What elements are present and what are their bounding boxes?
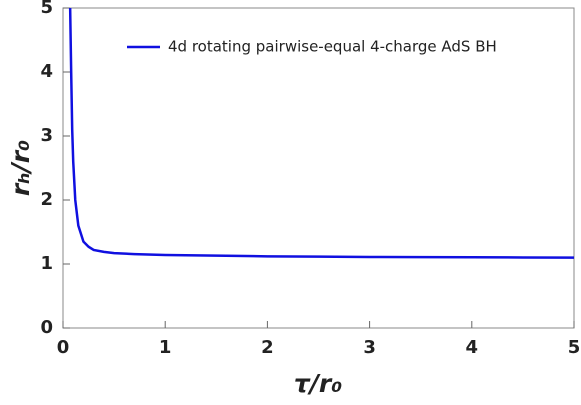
y-tick-label: 3 <box>40 125 53 146</box>
y-tick-label: 0 <box>40 317 53 338</box>
x-tick-label: 1 <box>159 337 172 358</box>
y-tick-label: 4 <box>40 61 53 82</box>
legend-label: 4d rotating pairwise-equal 4-charge AdS … <box>168 38 497 56</box>
x-axis-label: τ/r₀ <box>294 369 342 398</box>
x-tick-label: 4 <box>466 337 479 358</box>
x-tick-label: 3 <box>363 337 376 358</box>
x-tick-label: 2 <box>261 337 274 358</box>
x-tick-label: 0 <box>57 337 70 358</box>
y-tick-label: 5 <box>40 0 53 18</box>
y-axis-label: rₕ/r₀ <box>6 140 35 196</box>
data-line <box>68 7 575 259</box>
plot-frame <box>62 7 575 329</box>
x-tick-label: 5 <box>568 337 581 358</box>
y-tick-label: 2 <box>40 189 53 210</box>
y-tick-label: 1 <box>40 253 53 274</box>
